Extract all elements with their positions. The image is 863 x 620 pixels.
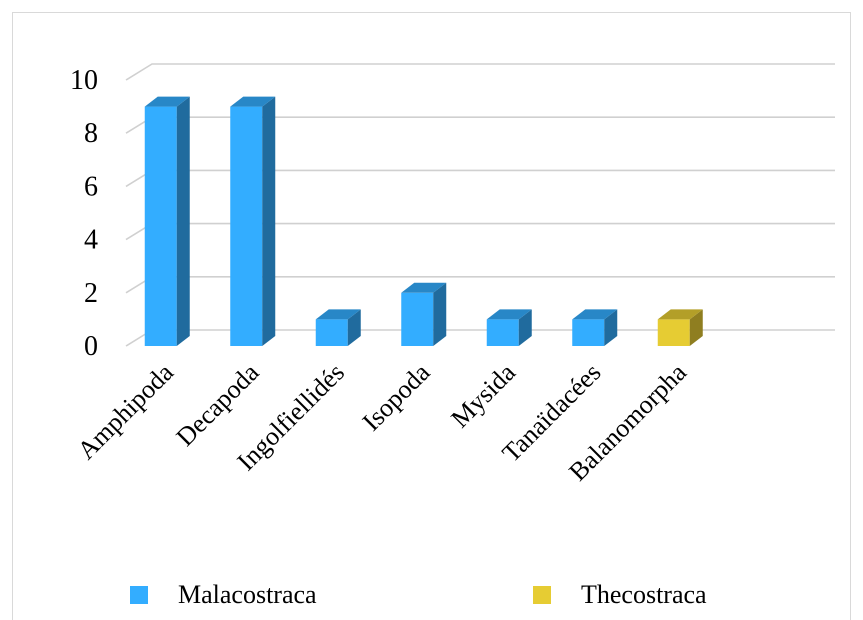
legend-label-malacostraca: Malacostraca <box>178 580 317 609</box>
legend-swatch-thecostraca <box>533 586 551 604</box>
y-tick-label: 8 <box>84 118 98 149</box>
legend-item-malacostraca: Malacostraca <box>130 580 317 610</box>
y-tick-label: 4 <box>84 225 98 256</box>
y-tick-label: 2 <box>84 278 98 309</box>
bar <box>572 309 618 346</box>
x-tick-label: Mysida <box>445 357 521 433</box>
y-tick-label: 0 <box>84 331 98 362</box>
y-tick-label: 10 <box>70 65 98 96</box>
legend-item-thecostraca: Thecostraca <box>533 580 707 610</box>
x-tick-label: Amphipoda <box>72 357 180 465</box>
bar <box>486 309 532 346</box>
x-tick-label: Isopoda <box>357 357 436 436</box>
bar <box>401 282 447 346</box>
legend-label-thecostraca: Thecostraca <box>581 580 707 609</box>
bar <box>144 96 190 346</box>
grid-line <box>125 63 835 81</box>
bars <box>144 96 703 346</box>
legend-swatch-malacostraca <box>130 586 148 604</box>
y-tick-label: 6 <box>84 171 98 202</box>
bar <box>657 309 703 346</box>
chart-frame <box>12 12 851 620</box>
bar <box>230 96 276 346</box>
bar <box>315 309 361 346</box>
y-axis-ticks: 0 2 4 6 8 10 <box>70 65 98 362</box>
